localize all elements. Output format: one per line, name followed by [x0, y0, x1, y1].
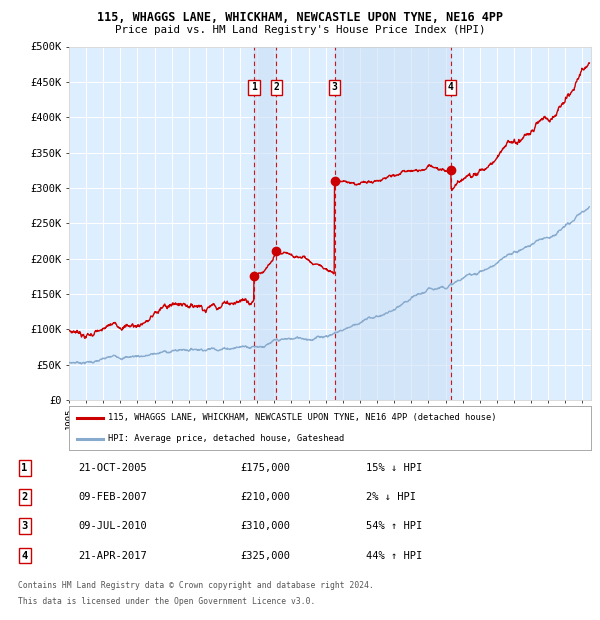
Text: 4: 4 [22, 551, 28, 560]
Text: 09-FEB-2007: 09-FEB-2007 [78, 492, 147, 502]
Text: 44% ↑ HPI: 44% ↑ HPI [366, 551, 422, 560]
Text: £175,000: £175,000 [240, 463, 290, 473]
Text: 1: 1 [251, 82, 257, 92]
Text: This data is licensed under the Open Government Licence v3.0.: This data is licensed under the Open Gov… [18, 597, 316, 606]
Bar [254, 46, 276, 400]
Text: 2% ↓ HPI: 2% ↓ HPI [366, 492, 416, 502]
Text: £325,000: £325,000 [240, 551, 290, 560]
Text: 2: 2 [22, 492, 28, 502]
Bar [335, 46, 451, 400]
Text: 09-JUL-2010: 09-JUL-2010 [78, 521, 147, 531]
Text: 15% ↓ HPI: 15% ↓ HPI [366, 463, 422, 473]
Text: £310,000: £310,000 [240, 521, 290, 531]
Text: 3: 3 [332, 82, 338, 92]
Text: Price paid vs. HM Land Registry's House Price Index (HPI): Price paid vs. HM Land Registry's House … [115, 25, 485, 35]
Text: £210,000: £210,000 [240, 492, 290, 502]
Text: 2: 2 [274, 82, 279, 92]
Text: 4: 4 [448, 82, 454, 92]
Text: 54% ↑ HPI: 54% ↑ HPI [366, 521, 422, 531]
Text: 1: 1 [22, 463, 28, 473]
Text: 21-APR-2017: 21-APR-2017 [78, 551, 147, 560]
Text: 21-OCT-2005: 21-OCT-2005 [78, 463, 147, 473]
Text: HPI: Average price, detached house, Gateshead: HPI: Average price, detached house, Gate… [108, 434, 344, 443]
Text: 115, WHAGGS LANE, WHICKHAM, NEWCASTLE UPON TYNE, NE16 4PP: 115, WHAGGS LANE, WHICKHAM, NEWCASTLE UP… [97, 11, 503, 24]
Text: 3: 3 [22, 521, 28, 531]
Text: Contains HM Land Registry data © Crown copyright and database right 2024.: Contains HM Land Registry data © Crown c… [18, 581, 374, 590]
Text: 115, WHAGGS LANE, WHICKHAM, NEWCASTLE UPON TYNE, NE16 4PP (detached house): 115, WHAGGS LANE, WHICKHAM, NEWCASTLE UP… [108, 414, 497, 422]
